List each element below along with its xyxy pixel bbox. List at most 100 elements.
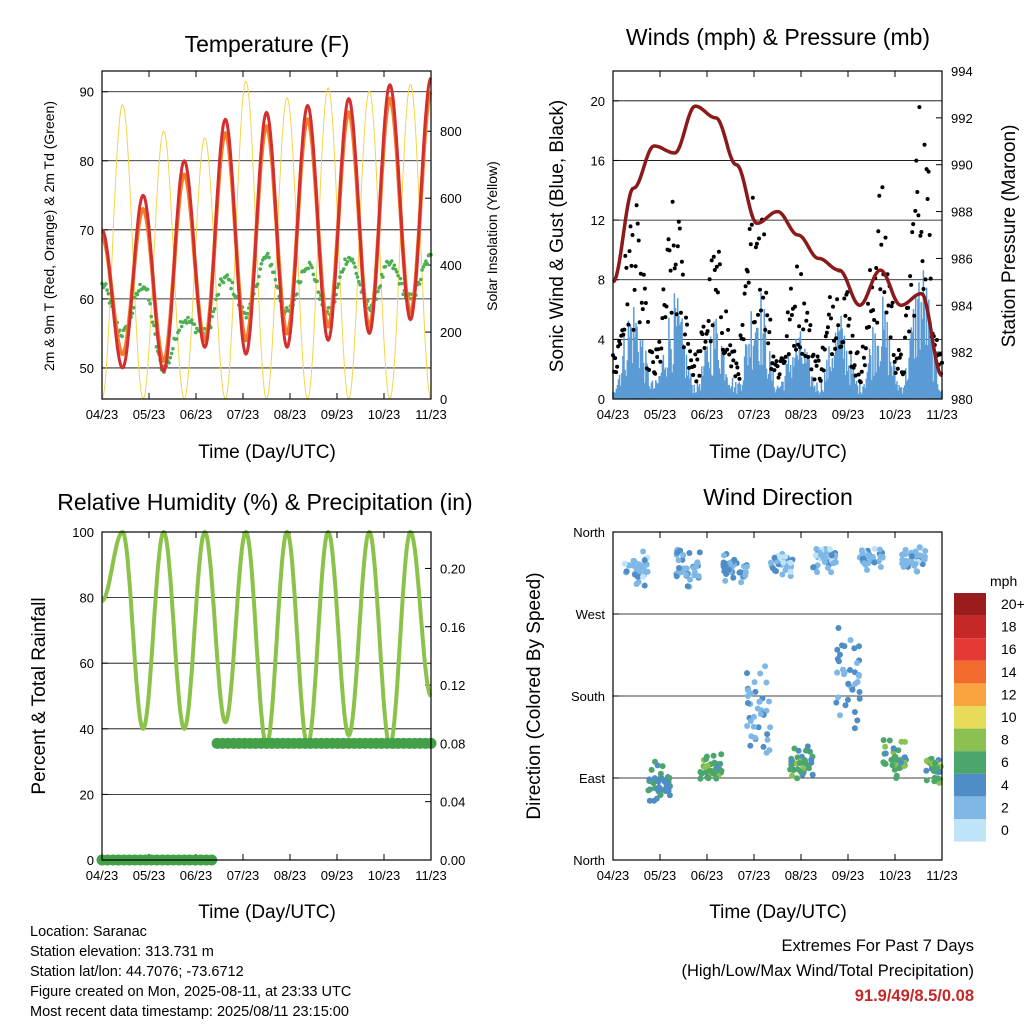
gust-point: [891, 353, 896, 357]
gust-point: [912, 313, 917, 318]
dewpoint-point: [212, 307, 217, 311]
wind-direction-point: [657, 791, 664, 798]
wind-direction-point: [898, 759, 904, 766]
y-tick-label: East: [579, 771, 605, 786]
gust-point: [672, 266, 677, 271]
dewpoint-point: [420, 268, 424, 272]
wind-direction-point: [780, 559, 787, 566]
gust-point: [706, 319, 711, 323]
wind-direction-point: [834, 669, 841, 676]
wind-direction-point: [899, 551, 906, 558]
x-tick-label: 10/23: [879, 407, 912, 422]
gust-point: [833, 346, 838, 351]
gust-point: [736, 372, 741, 377]
gust-point: [689, 358, 694, 363]
gust-point: [795, 264, 799, 269]
wind-direction-point: [835, 694, 842, 701]
wind-direction-point: [722, 577, 729, 584]
dewpoint-point: [149, 314, 154, 319]
gust-point: [896, 348, 901, 352]
wind-direction-point: [791, 745, 798, 752]
wind-direction-point: [912, 548, 919, 555]
gust-point: [749, 222, 754, 227]
wind-direction-point: [922, 548, 929, 554]
wind-direction-point: [676, 565, 682, 571]
temperature-chart-title: Temperature (F): [185, 31, 350, 57]
gust-point: [667, 248, 672, 253]
gust-point: [664, 304, 669, 309]
dewpoint-point: [326, 305, 331, 310]
dewpoint-point: [355, 275, 360, 279]
gust-point: [770, 361, 775, 366]
dewpoint-point: [230, 280, 235, 285]
gust-point: [745, 269, 750, 274]
gust-point: [670, 199, 675, 204]
wind-direction-point: [835, 625, 842, 631]
gust-point: [653, 371, 658, 376]
gust-point: [878, 287, 883, 292]
x-tick-label: 05/23: [133, 407, 166, 422]
dewpoint-point: [295, 292, 299, 296]
gust-point: [880, 185, 885, 190]
dewpoint-point: [177, 328, 181, 333]
gust-point: [784, 334, 789, 339]
gust-point: [681, 345, 686, 350]
dewpoint-point: [211, 309, 216, 314]
gust-point: [909, 282, 914, 287]
wind-direction-point: [704, 762, 711, 769]
wind-direction-point: [839, 642, 845, 649]
gust-point: [757, 236, 761, 241]
wind-direction-point: [865, 552, 872, 559]
y-tick-label: 20: [591, 94, 605, 109]
gust-point: [750, 195, 755, 200]
gust-point: [702, 346, 707, 350]
gust-point: [937, 352, 942, 357]
gust-point: [843, 313, 848, 318]
dewpoint-point: [259, 262, 264, 266]
temperature-chart-ylabel-right: Solar Insolation (Yellow): [484, 161, 500, 311]
extremes-title: Extremes For Past 7 Days: [781, 937, 974, 955]
extremes-subtitle: (High/Low/Max Wind/Total Precipitation): [681, 962, 974, 980]
wind-direction-point: [750, 723, 757, 730]
gust-point: [627, 249, 632, 254]
wind-direction-point: [820, 555, 827, 562]
y-right-tick-label: 0.08: [440, 736, 465, 751]
gust-point: [642, 286, 647, 291]
data-timestamp: Most recent data timestamp: 2025/08/11 2…: [30, 1004, 349, 1020]
speed-legend-label: 6: [1001, 754, 1009, 770]
wind-direction-point: [621, 560, 628, 567]
gust-point: [804, 318, 809, 323]
humidity-chart-ylabel: Percent & Total Rainfall: [29, 597, 50, 794]
wind-direction-point: [913, 568, 920, 575]
gust-point: [728, 343, 733, 348]
gust-point: [724, 309, 729, 314]
wind-direction-point: [747, 742, 754, 749]
wind-direction-point: [673, 573, 680, 580]
gust-point: [884, 310, 889, 315]
dewpoint-point: [401, 292, 406, 297]
gust-point: [695, 357, 700, 362]
wind-direction-point: [721, 552, 727, 559]
gust-point: [906, 305, 911, 310]
wind-direction-point: [851, 709, 858, 715]
wind-direction-point: [743, 563, 750, 570]
wind-direction-point: [630, 557, 637, 564]
gust-point: [762, 232, 767, 237]
x-tick-label: 08/23: [785, 407, 818, 422]
gust-point: [847, 316, 852, 321]
wind-direction-point: [849, 686, 856, 693]
gust-point: [926, 169, 931, 174]
gust-point: [871, 308, 876, 313]
gust-point: [814, 363, 819, 368]
gust-point: [856, 372, 861, 377]
gust-point: [618, 342, 623, 347]
speed-legend-label: 10: [1001, 709, 1017, 725]
gust-point: [712, 268, 717, 272]
wind-direction-point: [854, 679, 861, 685]
gust-point: [719, 315, 723, 320]
dewpoint-point: [272, 270, 276, 275]
speed-legend-swatch: [954, 751, 986, 774]
gust-point: [700, 332, 705, 337]
wind-direction-point: [718, 751, 725, 758]
gust-point: [775, 364, 780, 369]
